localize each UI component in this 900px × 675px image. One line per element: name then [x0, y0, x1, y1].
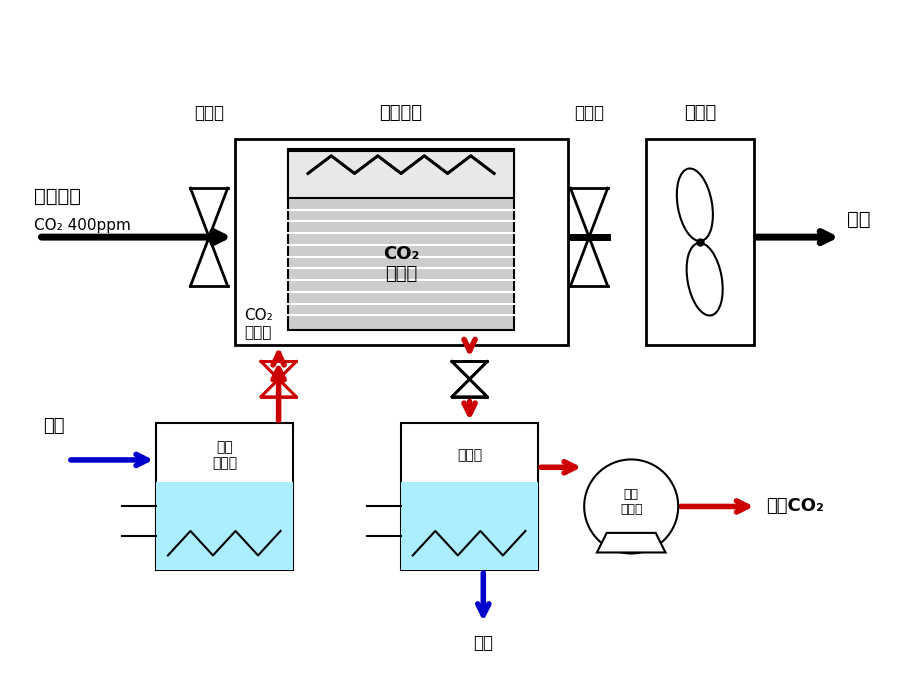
Text: CO₂ 400ppm: CO₂ 400ppm	[33, 218, 130, 233]
Text: ダンパ: ダンパ	[574, 103, 604, 121]
Text: 排水: 排水	[473, 634, 493, 652]
Text: ヒーター: ヒーター	[380, 103, 422, 121]
Text: 回厶CO₂: 回厶CO₂	[767, 497, 824, 516]
Text: 排気: 排気	[847, 210, 870, 229]
Text: 蕲気
発生器: 蕲気 発生器	[212, 440, 238, 470]
Bar	[401, 482, 538, 570]
Bar	[288, 151, 514, 198]
Bar	[157, 482, 293, 570]
Circle shape	[584, 460, 679, 554]
Bar	[401, 423, 538, 570]
Bar	[157, 482, 293, 570]
Text: CO₂
吸収塔: CO₂ 吸収塔	[244, 308, 273, 340]
Text: ダンパ: ダンパ	[194, 103, 224, 121]
Text: 冷却器: 冷却器	[457, 448, 482, 462]
Bar	[157, 423, 293, 570]
Bar	[646, 139, 753, 345]
Polygon shape	[597, 533, 665, 552]
Bar	[235, 139, 568, 345]
Text: 大気吸入: 大気吸入	[33, 186, 81, 205]
Bar	[288, 149, 514, 330]
Text: CO₂
吸収材: CO₂ 吸収材	[382, 244, 419, 284]
Ellipse shape	[677, 169, 713, 241]
Text: 吸水: 吸水	[43, 416, 65, 435]
Text: ファン: ファン	[684, 103, 716, 121]
Text: 真空
ポンプ: 真空 ポンプ	[620, 487, 643, 516]
Ellipse shape	[687, 243, 723, 315]
